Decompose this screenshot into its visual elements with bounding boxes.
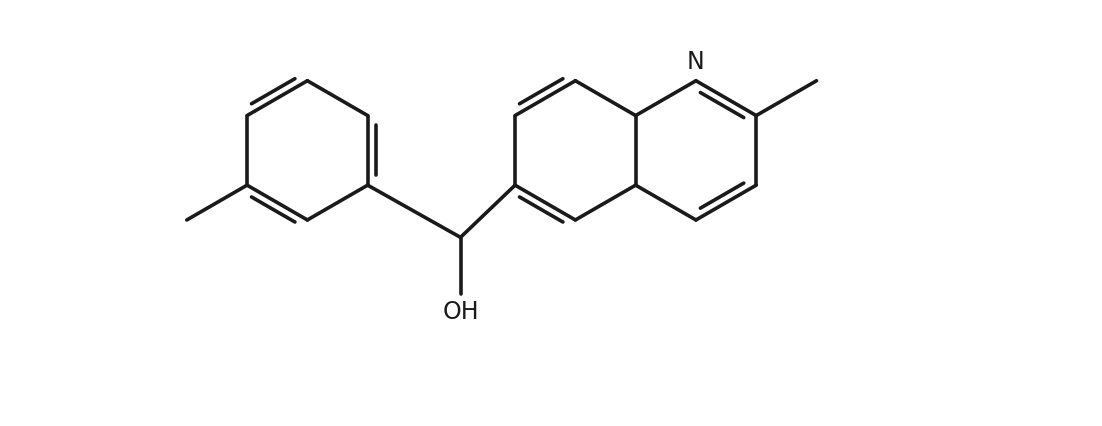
Text: OH: OH xyxy=(442,300,478,324)
Text: N: N xyxy=(687,50,705,74)
